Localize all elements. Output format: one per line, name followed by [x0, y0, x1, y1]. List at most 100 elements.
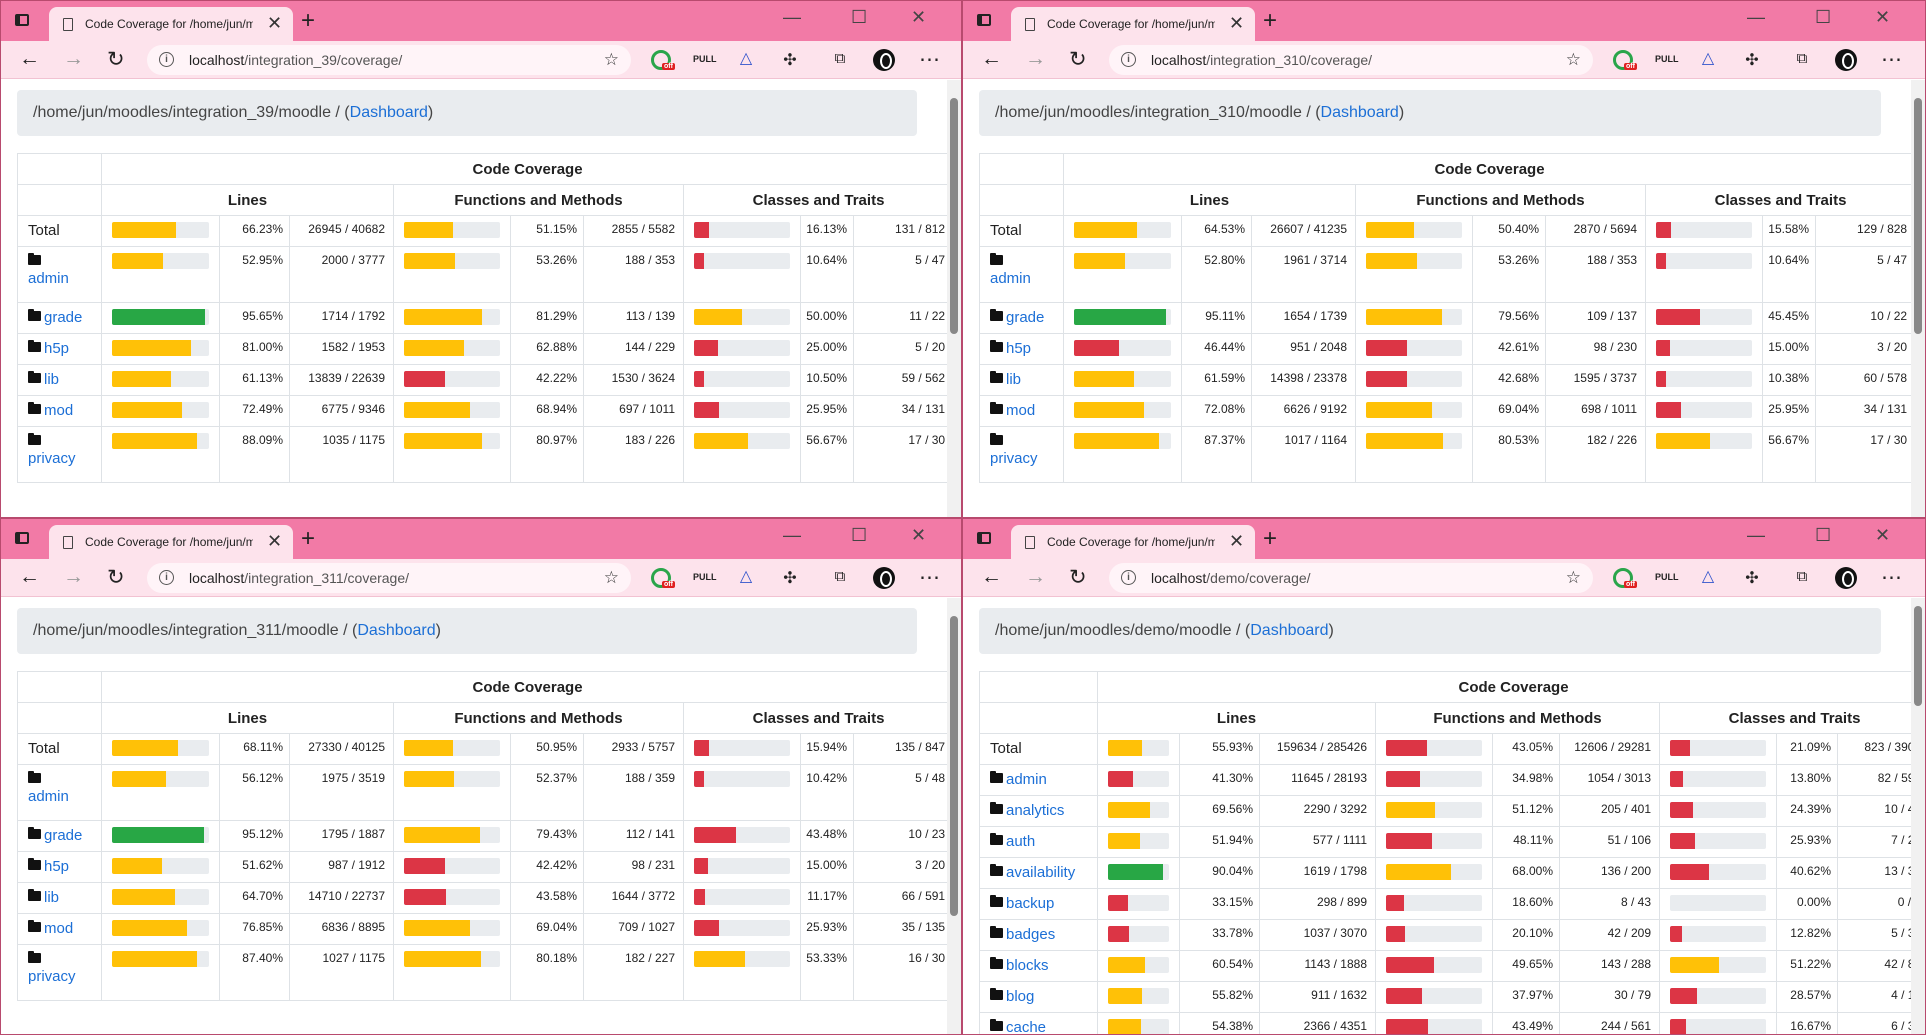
- new-tab-button[interactable]: +: [1263, 525, 1278, 552]
- settings-more-button[interactable]: ⋯: [1881, 48, 1902, 71]
- vertical-scrollbar[interactable]: [947, 598, 961, 1034]
- close-tab-icon[interactable]: ✕: [1229, 13, 1245, 33]
- extensions-puzzle-icon[interactable]: ✣: [783, 52, 797, 69]
- directory-link[interactable]: blocks: [1006, 957, 1049, 974]
- scrollbar-thumb[interactable]: [1914, 98, 1922, 334]
- collections-icon[interactable]: ⧉: [1796, 50, 1808, 67]
- directory-link[interactable]: mod: [44, 402, 74, 419]
- directory-link[interactable]: h5p: [44, 858, 70, 875]
- reload-button[interactable]: ↻: [1069, 566, 1087, 589]
- site-info-icon[interactable]: i: [159, 570, 174, 585]
- tab-actions-icon[interactable]: [977, 14, 991, 26]
- browser-tab[interactable]: Code Coverage for /home/jun/m ✕: [49, 7, 293, 41]
- minimize-button[interactable]: —: [1747, 7, 1765, 27]
- extensions-puzzle-icon[interactable]: ✣: [1745, 570, 1759, 587]
- close-window-button[interactable]: ✕: [911, 525, 927, 545]
- directory-link[interactable]: grade: [1006, 309, 1045, 326]
- reload-button[interactable]: ↻: [107, 48, 125, 71]
- directory-link[interactable]: h5p: [44, 340, 70, 357]
- vertical-scrollbar[interactable]: [1911, 80, 1925, 517]
- back-button[interactable]: ←: [981, 47, 1002, 70]
- extensions-puzzle-icon[interactable]: ✣: [783, 570, 797, 587]
- close-window-button[interactable]: ✕: [911, 7, 927, 27]
- browser-tab[interactable]: Code Coverage for /home/jun/m ✕: [1011, 525, 1255, 559]
- tab-actions-icon[interactable]: [977, 532, 991, 544]
- site-info-icon[interactable]: i: [159, 52, 174, 67]
- profile-avatar[interactable]: [1835, 49, 1857, 71]
- close-window-button[interactable]: ✕: [1875, 525, 1891, 545]
- minimize-button[interactable]: —: [783, 7, 801, 27]
- scrollbar-thumb[interactable]: [1914, 606, 1922, 706]
- profile-avatar[interactable]: [873, 567, 895, 589]
- extension-triangle-icon[interactable]: △: [1701, 568, 1715, 585]
- directory-link[interactable]: admin: [990, 270, 1031, 287]
- settings-more-button[interactable]: ⋯: [1881, 566, 1902, 589]
- maximize-button[interactable]: ☐: [851, 525, 868, 545]
- dashboard-link[interactable]: Dashboard: [1320, 104, 1399, 121]
- favorite-star-icon[interactable]: ☆: [1565, 568, 1581, 587]
- dashboard-link[interactable]: Dashboard: [1250, 622, 1329, 639]
- vertical-scrollbar[interactable]: [1911, 598, 1925, 1034]
- directory-link[interactable]: lib: [1006, 371, 1022, 388]
- directory-link[interactable]: blog: [1006, 988, 1035, 1005]
- dashboard-link[interactable]: Dashboard: [357, 622, 436, 639]
- directory-link[interactable]: analytics: [1006, 802, 1065, 819]
- new-tab-button[interactable]: +: [1263, 7, 1278, 34]
- favorite-star-icon[interactable]: ☆: [603, 50, 619, 69]
- browser-tab[interactable]: Code Coverage for /home/jun/m ✕: [49, 525, 293, 559]
- reload-button[interactable]: ↻: [1069, 48, 1087, 71]
- close-tab-icon[interactable]: ✕: [267, 531, 283, 551]
- directory-link[interactable]: grade: [44, 827, 83, 844]
- site-info-icon[interactable]: i: [1121, 570, 1136, 585]
- close-window-button[interactable]: ✕: [1875, 7, 1891, 27]
- directory-link[interactable]: h5p: [1006, 340, 1032, 357]
- address-bar[interactable]: i localhost/integration_310/coverage/ ☆: [1109, 45, 1593, 75]
- directory-link[interactable]: privacy: [28, 450, 76, 467]
- forward-button[interactable]: →: [63, 47, 84, 70]
- extension-pull-icon[interactable]: PULL: [693, 572, 717, 582]
- extension-off-icon[interactable]: off: [651, 568, 675, 588]
- settings-more-button[interactable]: ⋯: [919, 48, 940, 71]
- settings-more-button[interactable]: ⋯: [919, 566, 940, 589]
- extension-pull-icon[interactable]: PULL: [1655, 572, 1679, 582]
- extension-off-icon[interactable]: off: [1613, 50, 1637, 70]
- extension-triangle-icon[interactable]: △: [1701, 50, 1715, 67]
- vertical-scrollbar[interactable]: [947, 80, 961, 517]
- back-button[interactable]: ←: [19, 47, 40, 70]
- reload-button[interactable]: ↻: [107, 566, 125, 589]
- address-bar[interactable]: i localhost/demo/coverage/ ☆: [1109, 563, 1593, 593]
- maximize-button[interactable]: ☐: [851, 7, 868, 27]
- forward-button[interactable]: →: [63, 565, 84, 588]
- extension-off-icon[interactable]: off: [651, 50, 675, 70]
- directory-link[interactable]: mod: [44, 920, 74, 937]
- directory-link[interactable]: badges: [1006, 926, 1056, 943]
- extension-off-icon[interactable]: off: [1613, 568, 1637, 588]
- profile-avatar[interactable]: [1835, 567, 1857, 589]
- browser-tab[interactable]: Code Coverage for /home/jun/m ✕: [1011, 7, 1255, 41]
- site-info-icon[interactable]: i: [1121, 52, 1136, 67]
- directory-link[interactable]: lib: [44, 371, 60, 388]
- directory-link[interactable]: admin: [28, 788, 69, 805]
- directory-link[interactable]: backup: [1006, 895, 1055, 912]
- back-button[interactable]: ←: [981, 565, 1002, 588]
- extension-triangle-icon[interactable]: △: [739, 568, 753, 585]
- directory-link[interactable]: mod: [1006, 402, 1036, 419]
- minimize-button[interactable]: —: [1747, 525, 1765, 545]
- maximize-button[interactable]: ☐: [1815, 7, 1832, 27]
- scrollbar-thumb[interactable]: [950, 98, 958, 334]
- favorite-star-icon[interactable]: ☆: [603, 568, 619, 587]
- collections-icon[interactable]: ⧉: [1796, 568, 1808, 585]
- new-tab-button[interactable]: +: [301, 525, 316, 552]
- address-bar[interactable]: i localhost/integration_311/coverage/ ☆: [147, 563, 631, 593]
- close-tab-icon[interactable]: ✕: [1229, 531, 1245, 551]
- extension-triangle-icon[interactable]: △: [739, 50, 753, 67]
- address-bar[interactable]: i localhost/integration_39/coverage/ ☆: [147, 45, 631, 75]
- extension-pull-icon[interactable]: PULL: [1655, 54, 1679, 64]
- forward-button[interactable]: →: [1025, 565, 1046, 588]
- directory-link[interactable]: auth: [1006, 833, 1036, 850]
- directory-link[interactable]: admin: [1006, 771, 1047, 788]
- tab-actions-icon[interactable]: [15, 532, 29, 544]
- directory-link[interactable]: availability: [1006, 864, 1076, 881]
- directory-link[interactable]: admin: [28, 270, 69, 287]
- close-tab-icon[interactable]: ✕: [267, 13, 283, 33]
